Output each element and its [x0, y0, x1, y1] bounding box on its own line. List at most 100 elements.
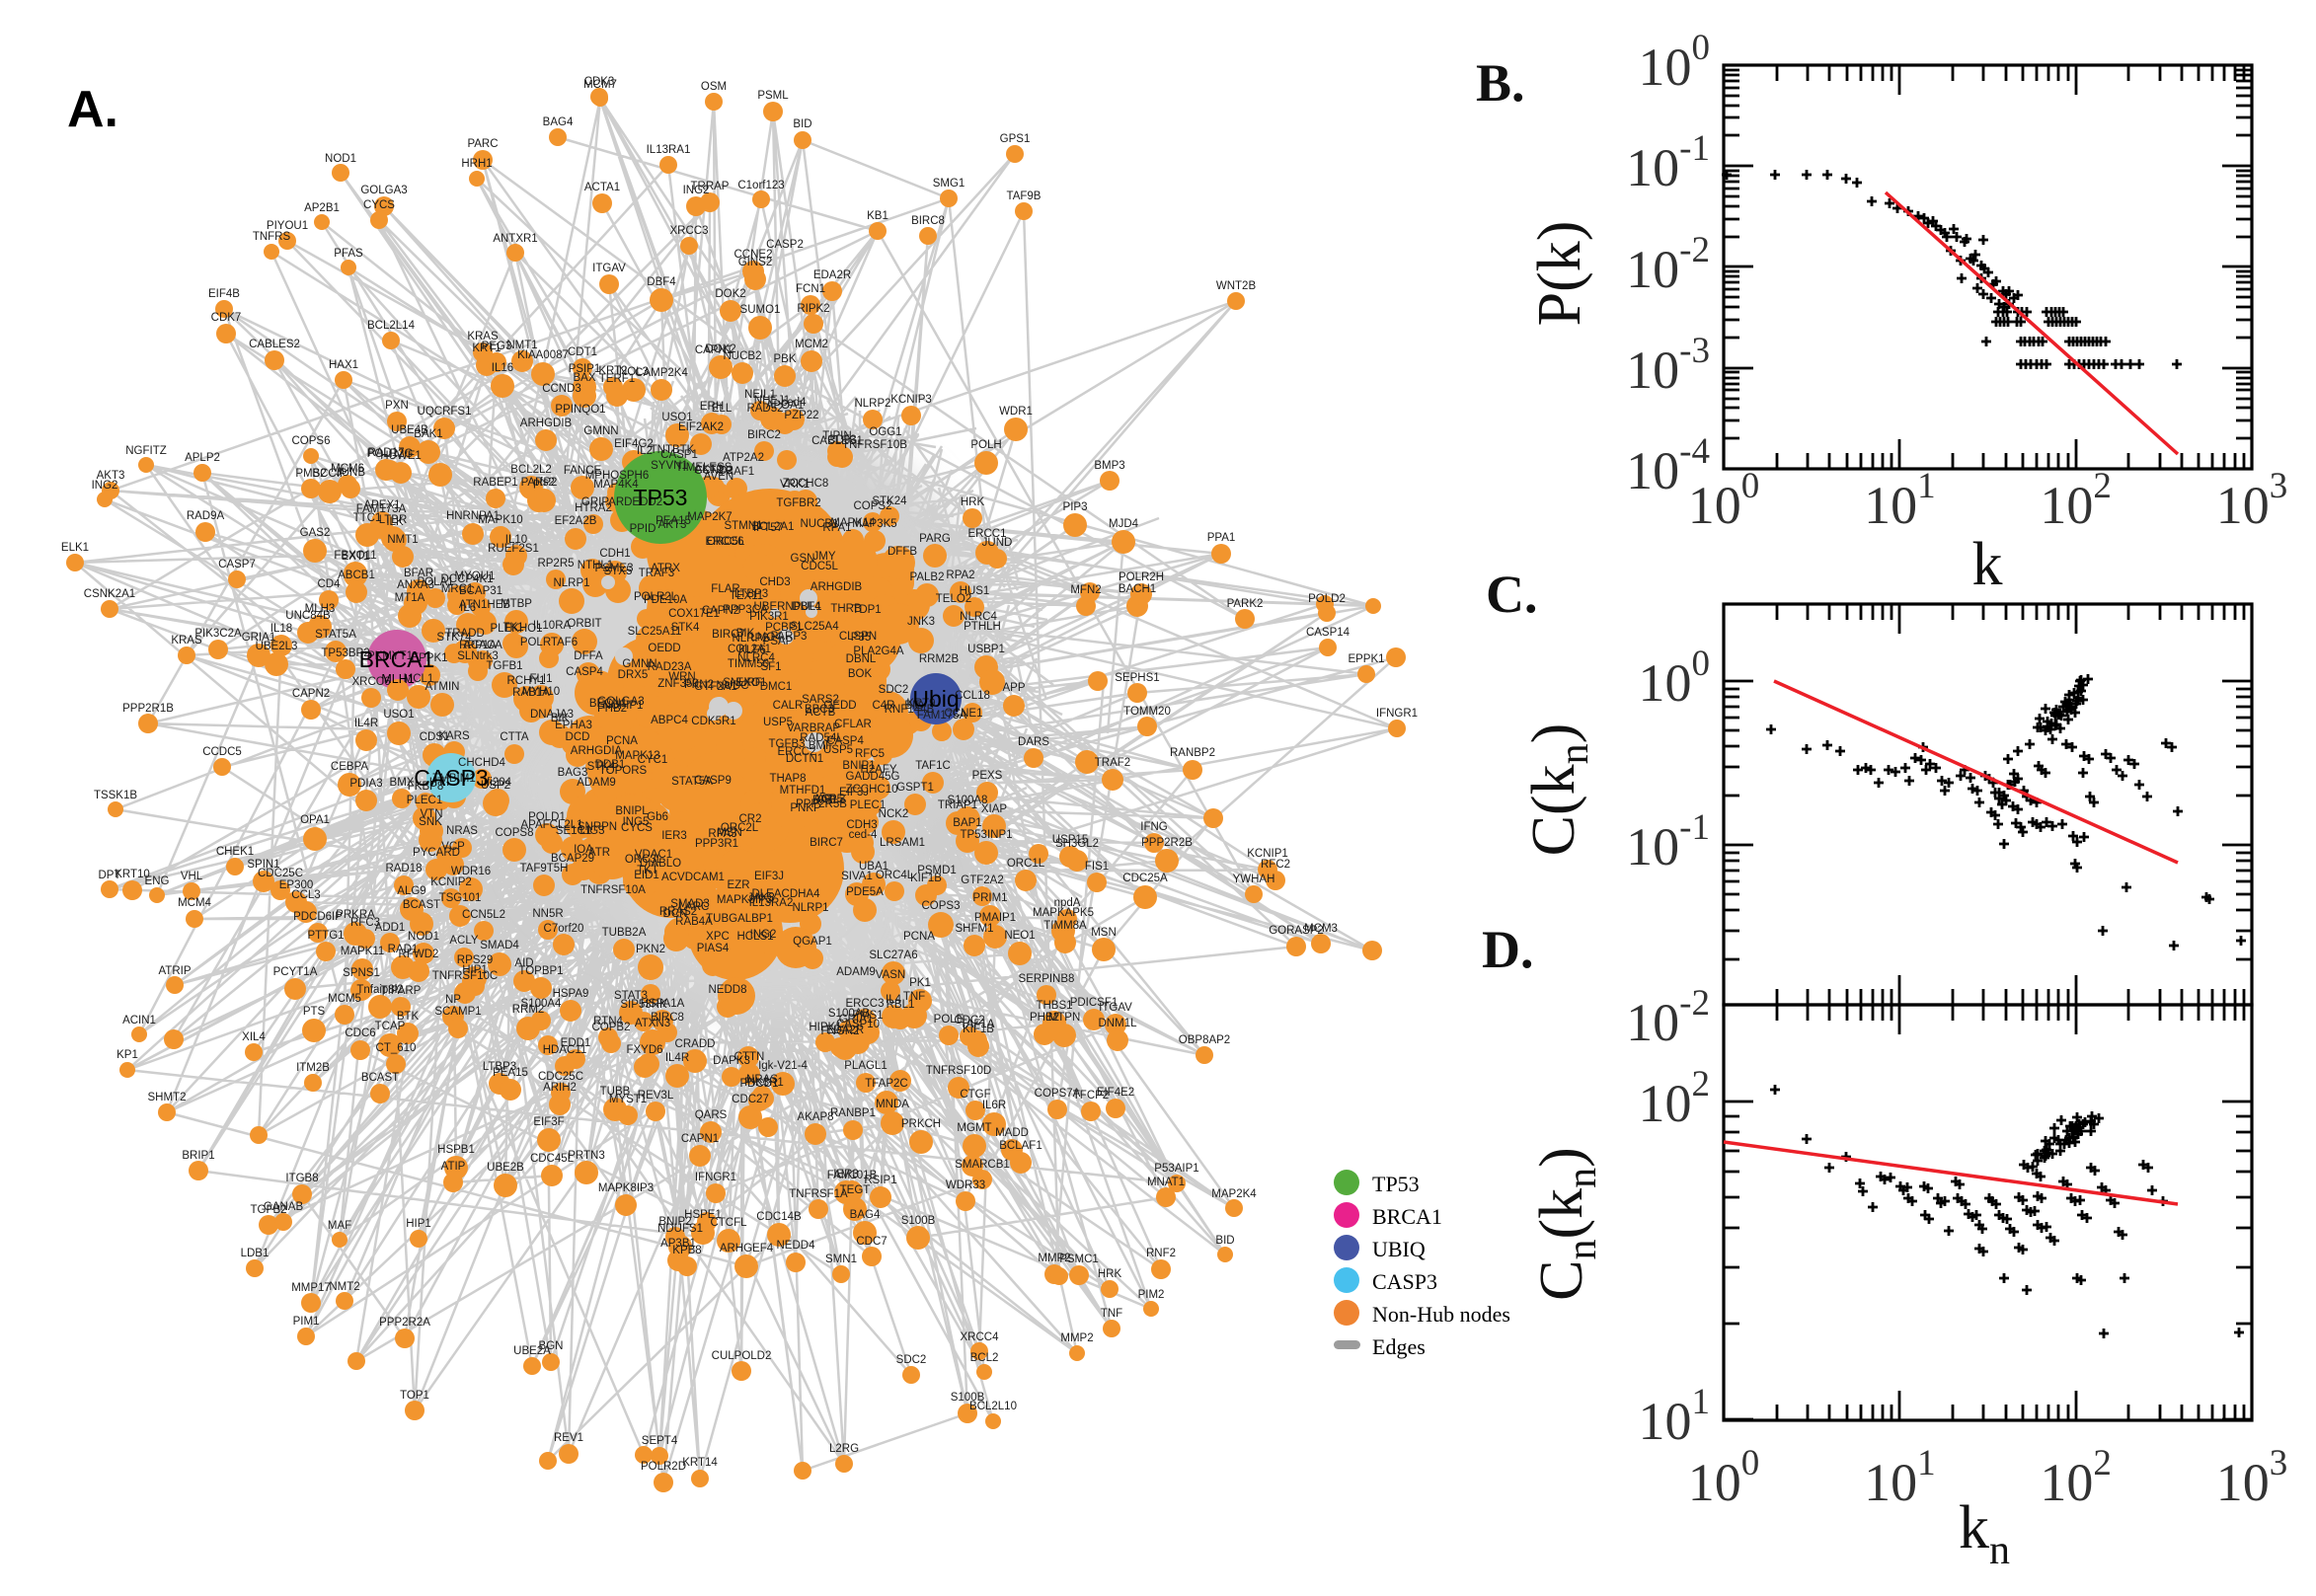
- svg-text:HAX1: HAX1: [329, 359, 358, 371]
- svg-text:BMX: BMX: [390, 777, 415, 789]
- svg-text:XRCC6: XRCC6: [352, 676, 391, 688]
- svg-text:APP: APP: [1002, 682, 1025, 694]
- svg-text:MCM2: MCM2: [795, 339, 828, 350]
- svg-text:CYCS: CYCS: [363, 199, 395, 211]
- svg-text:PCYT1A: PCYT1A: [273, 966, 318, 978]
- svg-text:BIRC7: BIRC7: [712, 629, 745, 641]
- svg-text:DFFA: DFFA: [574, 650, 603, 662]
- svg-text:FNGR2: FNGR2: [821, 1026, 860, 1037]
- svg-text:HTT: HTT: [429, 777, 451, 789]
- svg-text:MLH1: MLH1: [381, 672, 414, 686]
- svg-text:REV3L: REV3L: [638, 1090, 674, 1102]
- svg-text:COL2A1: COL2A1: [728, 644, 771, 655]
- svg-text:S100A8: S100A8: [948, 795, 988, 806]
- svg-text:GTF2A1: GTF2A1: [694, 681, 736, 693]
- svg-text:Non-Hub nodes: Non-Hub nodes: [1372, 1302, 1510, 1327]
- svg-text:ADD1: ADD1: [375, 922, 406, 934]
- svg-text:PPP2R2A: PPP2R2A: [379, 1317, 430, 1329]
- svg-text:RBL1: RBL1: [887, 999, 915, 1011]
- svg-text:TKT: TKT: [637, 865, 658, 876]
- svg-text:COPS8: COPS8: [496, 827, 534, 839]
- svg-text:SF1: SF1: [760, 661, 781, 673]
- svg-text:NMT2: NMT2: [329, 1281, 359, 1293]
- svg-text:PIP3: PIP3: [1063, 501, 1088, 513]
- svg-text:PHB2: PHB2: [1030, 1012, 1059, 1024]
- svg-text:KRAS: KRAS: [171, 635, 202, 646]
- svg-text:RRAS2: RRAS2: [659, 906, 697, 918]
- svg-text:TGFBR2: TGFBR2: [776, 497, 820, 509]
- svg-text:ACLY: ACLY: [449, 935, 479, 947]
- svg-text:NN5R: NN5R: [532, 908, 563, 920]
- svg-text:ITGB8: ITGB8: [285, 1173, 318, 1184]
- svg-text:PRTN3: PRTN3: [568, 1150, 605, 1162]
- svg-text:TOPORS: TOPORS: [599, 765, 648, 777]
- svg-text:BCCIP: BCCIP: [312, 468, 347, 480]
- svg-text:ARHGDIB: ARHGDIB: [811, 581, 863, 593]
- svg-text:IER3: IER3: [833, 1169, 859, 1180]
- svg-text:GTF2A2: GTF2A2: [961, 874, 1003, 886]
- svg-text:ADAM9: ADAM9: [836, 966, 876, 978]
- svg-text:ABPC4: ABPC4: [651, 715, 688, 726]
- svg-text:ARHGDIB: ARHGDIB: [520, 418, 573, 429]
- svg-text:HSPE1: HSPE1: [684, 1209, 722, 1221]
- svg-text:SERPINB8: SERPINB8: [1019, 973, 1075, 985]
- svg-text:pfs2: pfs2: [533, 477, 555, 489]
- svg-text:CASP4: CASP4: [566, 666, 603, 678]
- svg-text:D.: D.: [1482, 920, 1534, 979]
- svg-text:SIVA1: SIVA1: [841, 871, 873, 882]
- svg-text:PRKCH: PRKCH: [901, 1118, 941, 1130]
- svg-text:BMP3: BMP3: [1094, 460, 1124, 472]
- svg-text:STAT3: STAT3: [614, 990, 648, 1002]
- svg-text:TAF9B: TAF9B: [1007, 190, 1042, 202]
- svg-text:MT1A: MT1A: [395, 592, 425, 604]
- svg-text:GPS1: GPS1: [1000, 133, 1031, 145]
- svg-text:PHB2: PHB2: [597, 703, 627, 715]
- svg-text:APLP2: APLP2: [185, 452, 220, 464]
- svg-text:TIMM8A: TIMM8A: [1043, 920, 1087, 932]
- svg-text:Gb6: Gb6: [647, 811, 668, 823]
- svg-text:ERCC6: ERCC6: [706, 536, 744, 548]
- svg-text:ADAM9: ADAM9: [577, 777, 616, 789]
- svg-text:OPA1: OPA1: [300, 814, 330, 826]
- svg-text:CDC27: CDC27: [732, 1094, 769, 1105]
- svg-text:RANBP1: RANBP1: [830, 1107, 876, 1119]
- svg-text:BCL2L2: BCL2L2: [510, 464, 552, 476]
- svg-text:PARC: PARC: [467, 138, 498, 150]
- svg-text:ARHGDIA: ARHGDIA: [571, 745, 623, 757]
- svg-text:CDS1: CDS1: [420, 731, 450, 743]
- svg-text:XIL4: XIL4: [242, 1031, 266, 1043]
- svg-text:NCK2: NCK2: [879, 808, 909, 820]
- svg-text:NLRP2: NLRP2: [732, 633, 768, 645]
- svg-text:RAD9A: RAD9A: [187, 510, 225, 522]
- svg-text:CCND3: CCND3: [542, 383, 581, 395]
- svg-text:SLC27A6: SLC27A6: [869, 950, 917, 961]
- svg-text:SLNtrk3: SLNtrk3: [457, 650, 499, 662]
- svg-text:BGN: BGN: [539, 1340, 564, 1352]
- svg-text:ING5: ING5: [623, 816, 650, 828]
- svg-text:UBIQ: UBIQ: [1372, 1237, 1426, 1261]
- svg-text:ced4: ced4: [782, 397, 808, 409]
- svg-text:TIPIN: TIPIN: [822, 430, 851, 442]
- svg-text:EDA2R: EDA2R: [826, 1025, 864, 1036]
- svg-text:XRCC4: XRCC4: [961, 1331, 1000, 1343]
- svg-text:PPID: PPID: [630, 523, 656, 535]
- svg-text:USBP1: USBP1: [967, 644, 1005, 655]
- svg-text:TUBB: TUBB: [600, 1086, 631, 1098]
- svg-text:MCL1: MCL1: [404, 673, 434, 685]
- svg-text:SPNS1: SPNS1: [343, 967, 380, 979]
- svg-text:PPP3R1: PPP3R1: [695, 838, 738, 850]
- svg-text:TIPARP: TIPARP: [381, 985, 422, 997]
- svg-text:DLEACDHA4: DLEACDHA4: [751, 888, 820, 900]
- svg-text:CD4: CD4: [317, 578, 341, 590]
- svg-text:STK4: STK4: [671, 622, 700, 634]
- svg-text:RAD18: RAD18: [385, 863, 422, 874]
- svg-text:MCM6: MCM6: [331, 463, 364, 475]
- svg-text:DCN: DCN: [663, 908, 688, 920]
- svg-text:EP300: EP300: [279, 879, 314, 891]
- svg-text:SNURF: SNURF: [723, 677, 762, 689]
- svg-text:KIF1B: KIF1B: [910, 873, 942, 884]
- svg-text:NOL3: NOL3: [619, 366, 649, 378]
- svg-text:RCHY1: RCHY1: [507, 675, 546, 687]
- svg-text:IL10RA: IL10RA: [533, 620, 572, 632]
- svg-text:NTHL1: NTHL1: [578, 560, 613, 571]
